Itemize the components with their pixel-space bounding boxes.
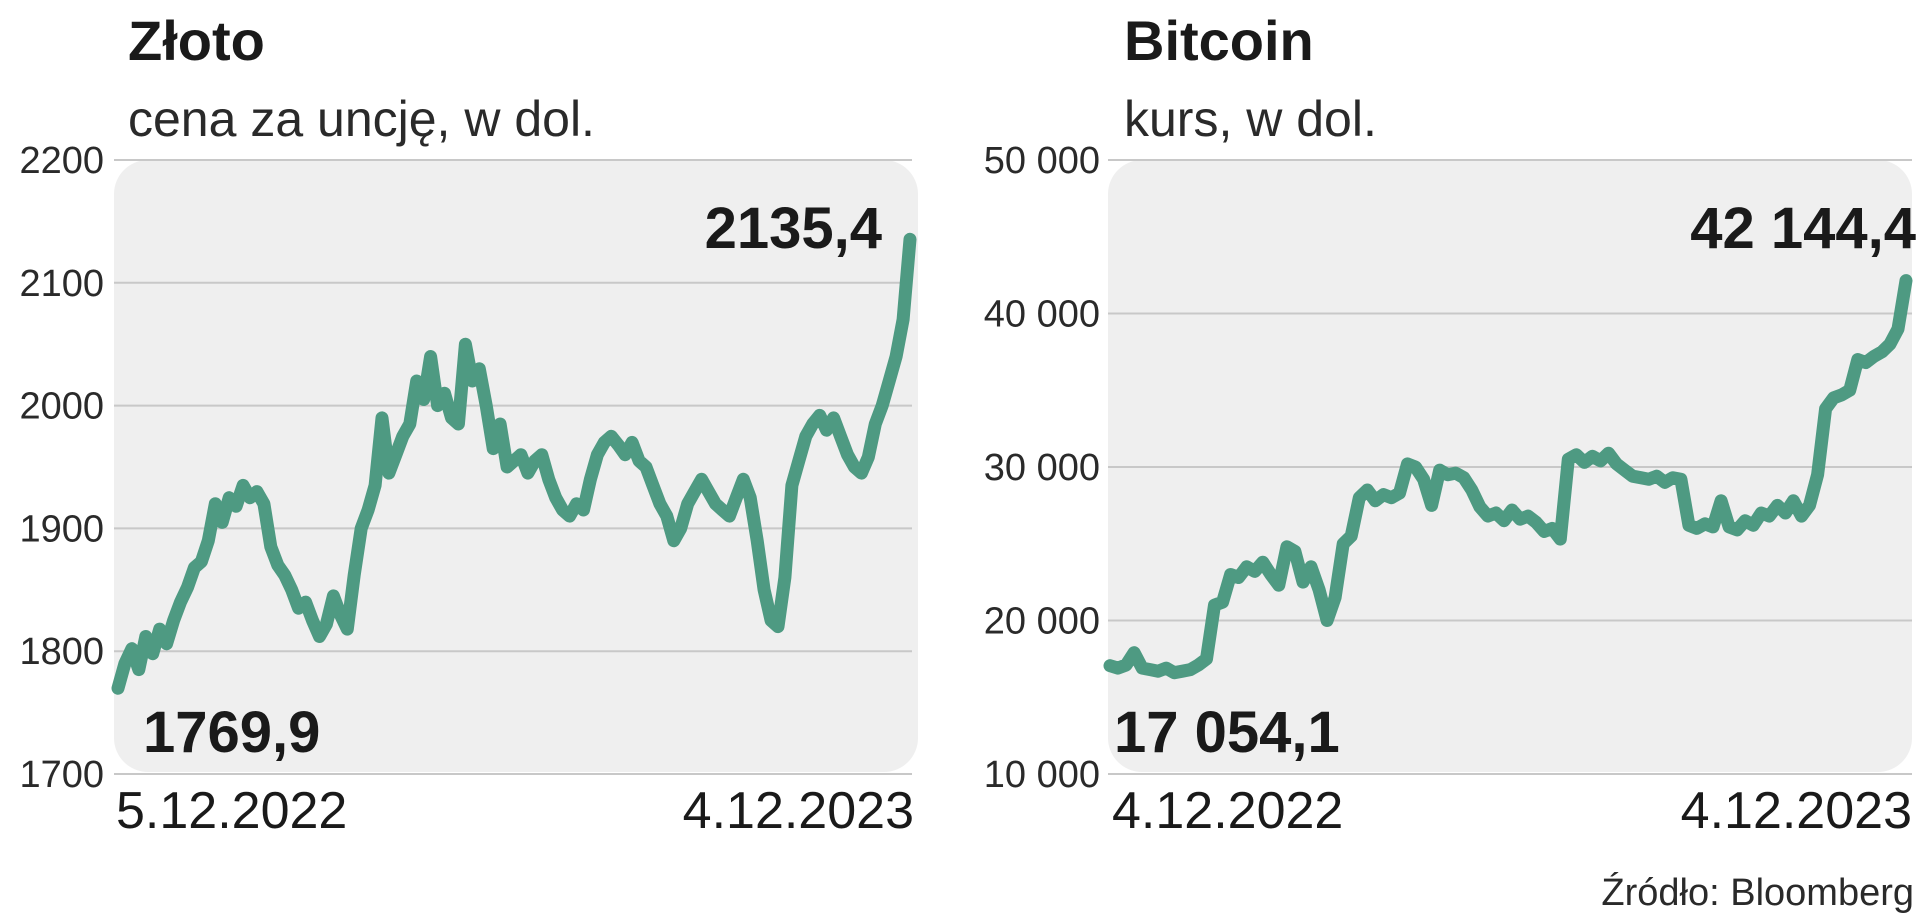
gold-chart: Złoto cena za uncję, w dol. 1700 1800 1900…	[19, 9, 918, 840]
gold-price-line	[111, 232, 917, 695]
btc-y-tick-label: 40 000	[984, 294, 1100, 336]
gold-y-tick-label: 2000	[19, 386, 104, 428]
gold-y-axis-ticks: 1700 1800 1900 2000 2100 2200	[19, 140, 104, 796]
bitcoin-start-value-label: 17 054,1	[1114, 700, 1340, 765]
bitcoin-chart-title: Bitcoin	[1124, 9, 1314, 72]
gold-y-tick-label: 2200	[19, 140, 104, 182]
gold-y-tick-label: 1700	[19, 754, 104, 796]
gold-x-label-end: 4.12.2023	[683, 782, 914, 840]
gold-chart-subtitle: cena za uncję, w dol.	[128, 91, 595, 147]
btc-y-tick-label: 10 000	[984, 754, 1100, 796]
gold-y-tick-label: 2100	[19, 263, 104, 305]
btc-y-tick-label: 30 000	[984, 447, 1100, 489]
gold-gridlines	[114, 159, 912, 775]
gold-y-tick-label: 1800	[19, 631, 104, 673]
bitcoin-x-label-start: 4.12.2022	[1112, 782, 1343, 840]
bitcoin-y-axis-ticks: 10 000 20 000 30 000 40 000 50 000	[984, 140, 1100, 796]
bitcoin-x-label-end: 4.12.2023	[1681, 782, 1912, 840]
gold-end-value-label: 2135,4	[705, 196, 882, 261]
gold-y-tick-label: 1900	[19, 508, 104, 550]
btc-y-tick-label: 20 000	[984, 601, 1100, 643]
bitcoin-end-value-label: 42 144,4	[1690, 196, 1916, 261]
btc-y-tick-label: 50 000	[984, 140, 1100, 182]
bitcoin-chart-subtitle: kurs, w dol.	[1124, 91, 1377, 147]
gold-chart-title: Złoto	[128, 9, 265, 72]
gold-x-label-start: 5.12.2022	[116, 782, 347, 840]
bitcoin-price-line	[1103, 274, 1913, 680]
bitcoin-gridlines	[1108, 159, 1912, 775]
gold-start-value-label: 1769,9	[143, 700, 320, 765]
bitcoin-chart: Bitcoin kurs, w dol. 10 000 20 000 30 000 4…	[984, 9, 1916, 840]
source-note: Źródło: Bloomberg	[1601, 871, 1914, 914]
